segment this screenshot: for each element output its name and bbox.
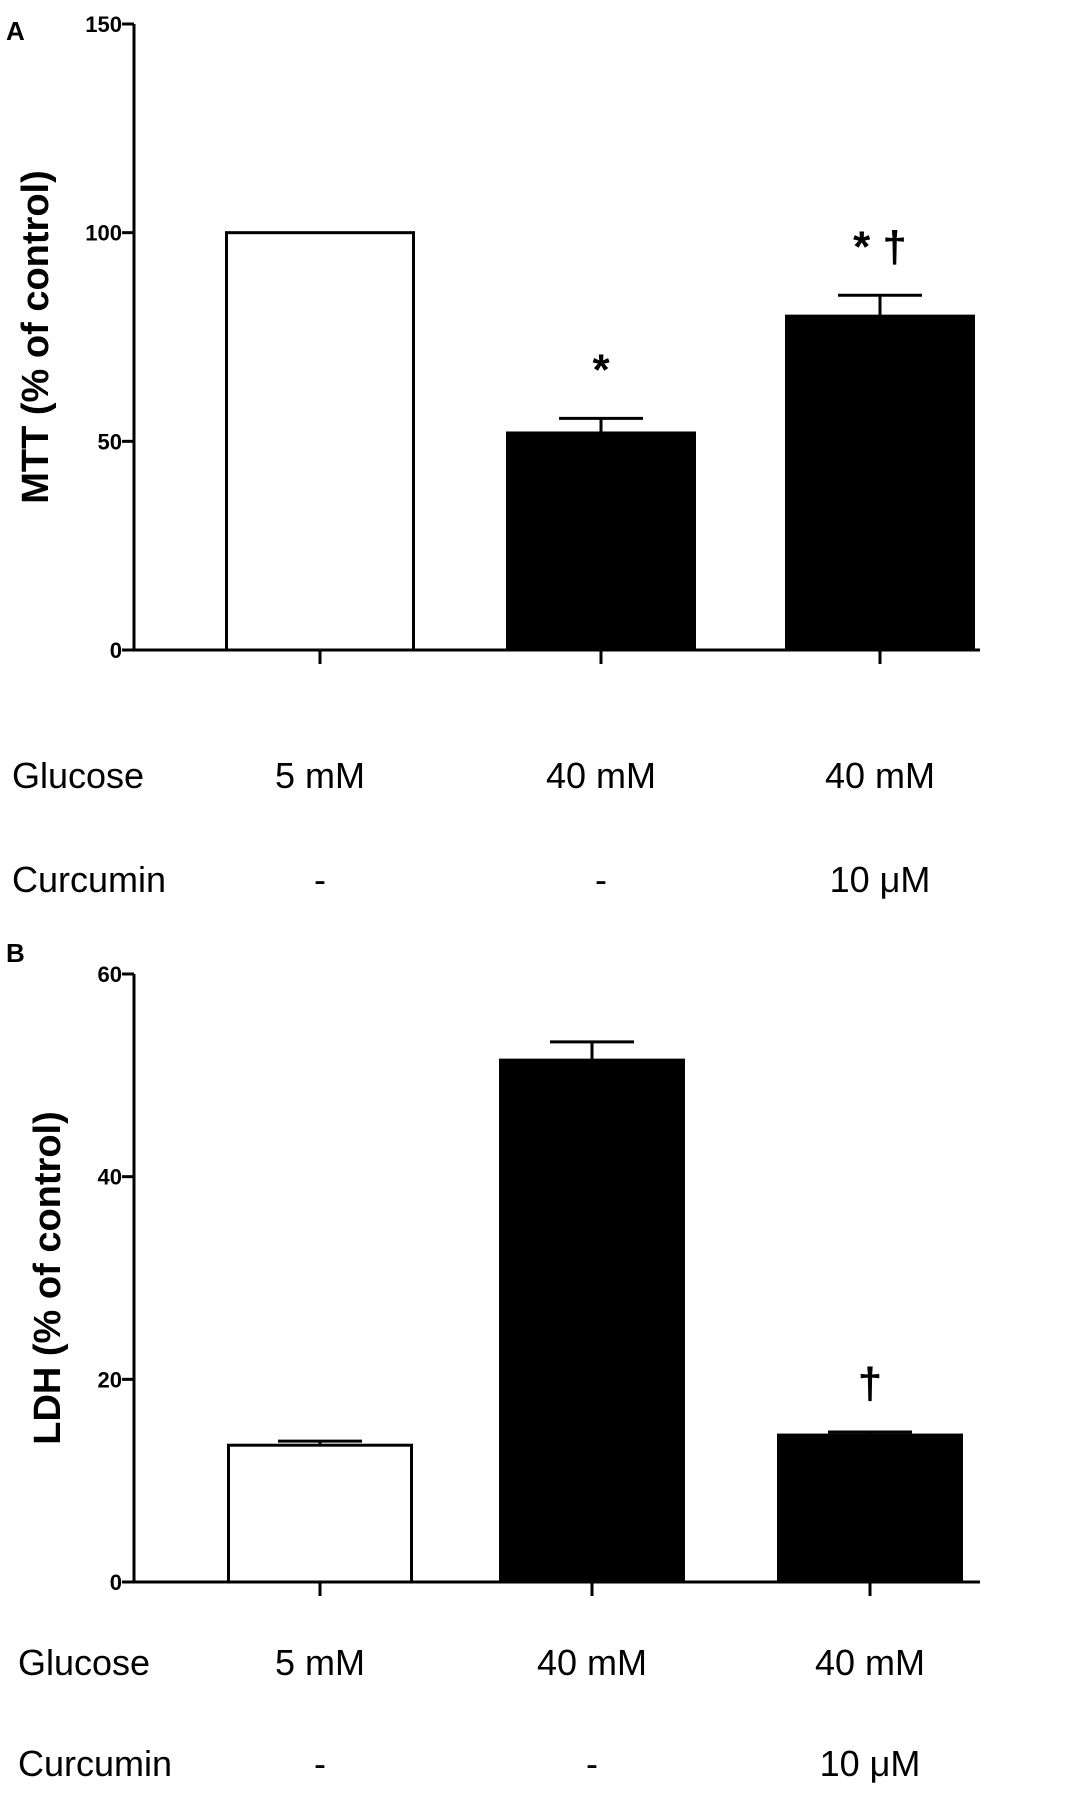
panel-letter: A <box>6 16 25 46</box>
condition-value: - <box>314 1743 326 1784</box>
condition-row-label: Glucose <box>18 1642 150 1683</box>
y-tick-label: 40 <box>98 1165 122 1190</box>
condition-value: 40 mM <box>537 1642 647 1683</box>
bar <box>777 1433 963 1584</box>
y-axis-label: MTT (% of control) <box>15 170 57 503</box>
condition-value: 40 mM <box>815 1642 925 1683</box>
bar <box>785 314 975 652</box>
condition-value: 10 μM <box>830 859 931 900</box>
y-tick-label: 60 <box>98 962 122 987</box>
y-tick-label: 50 <box>98 429 122 454</box>
y-axis-label: LDH (% of control) <box>27 1111 69 1445</box>
condition-row-label: Curcumin <box>12 859 166 900</box>
y-tick-label: 100 <box>85 221 122 246</box>
significance-marker: † <box>858 1359 882 1408</box>
condition-row-label: Curcumin <box>18 1743 172 1784</box>
condition-value: - <box>586 1743 598 1784</box>
bar <box>225 231 415 652</box>
condition-value: - <box>314 859 326 900</box>
bar <box>506 431 696 652</box>
condition-value: - <box>595 859 607 900</box>
bar <box>499 1058 685 1584</box>
condition-value: 5 mM <box>275 755 365 796</box>
significance-marker: * <box>592 345 610 394</box>
condition-value: 10 μM <box>820 1743 921 1784</box>
condition-value: 5 mM <box>275 1642 365 1683</box>
y-tick-label: 0 <box>110 1570 122 1595</box>
condition-value: 40 mM <box>546 755 656 796</box>
condition-row-label: Glucose <box>12 755 144 796</box>
bar <box>227 1443 413 1584</box>
y-tick-label: 150 <box>85 12 122 37</box>
panel-letter: B <box>6 938 25 968</box>
significance-marker: * † <box>853 222 907 271</box>
y-tick-label: 0 <box>110 638 122 663</box>
y-tick-label: 20 <box>98 1367 122 1392</box>
condition-value: 40 mM <box>825 755 935 796</box>
